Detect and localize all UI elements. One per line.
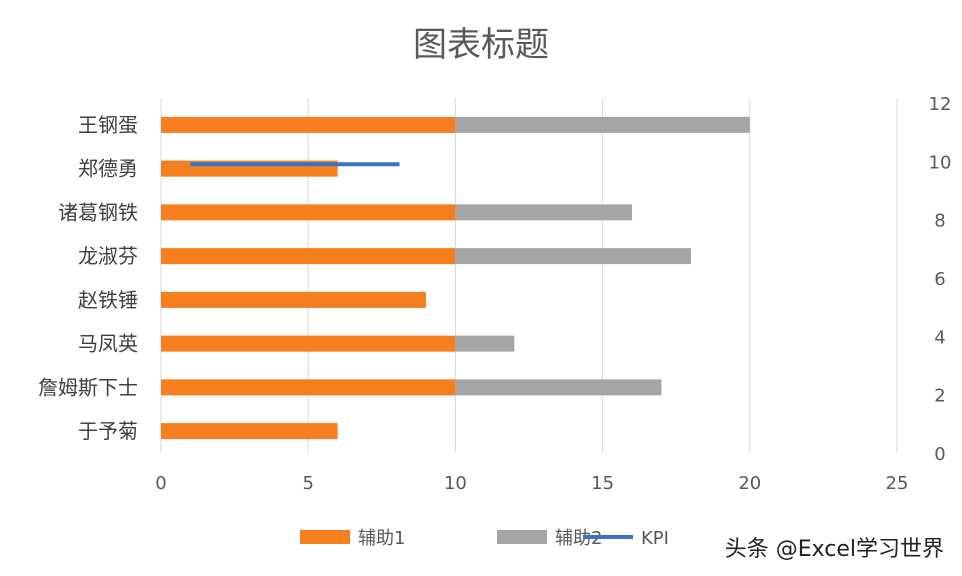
x-tick-label: 10 [444,473,467,494]
grid [160,98,898,453]
legend-label: 辅助1 [358,528,405,549]
category-label: 王钢蛋 [78,113,138,137]
y2-tick-label: 4 [934,327,945,348]
watermark: 头条 @Excel学习世界 [725,537,944,562]
bar [161,116,456,133]
x-axis-ticks: 0 5 10 15 20 25 [155,473,908,494]
secondary-y-axis-ticks: 0 2 4 6 8 10 12 [929,94,952,465]
x-tick-label: 0 [155,473,166,494]
legend-label: 辅助2 [555,528,602,549]
legend-swatch [300,530,350,544]
category-label: 马凤英 [78,332,138,356]
y2-tick-label: 2 [934,386,945,407]
legend-swatch [497,530,547,544]
category-label: 龙淑芬 [78,244,138,268]
bar [455,335,515,352]
bar [455,379,662,396]
bar [455,204,633,221]
category-label: 诸葛钢铁 [58,200,138,224]
x-tick-label: 5 [302,473,313,494]
bar [161,423,338,440]
category-label: 郑德勇 [78,157,138,181]
category-label: 于予菊 [78,419,138,443]
category-label: 詹姆斯下士 [38,375,138,399]
x-tick-label: 20 [738,473,761,494]
legend-label: KPI [641,528,669,549]
y2-tick-label: 0 [934,444,945,465]
category-label: 赵铁锤 [78,288,138,312]
y2-tick-label: 10 [929,152,952,173]
chart-title: 图表标题 [413,25,549,65]
bar [161,335,456,352]
legend: 辅助1 辅助2 KPI [300,528,669,549]
bar [161,291,426,308]
y2-tick-label: 6 [934,269,945,290]
y2-tick-label: 8 [934,211,945,232]
bar [161,248,456,265]
bar [161,379,456,396]
y2-tick-label: 12 [929,94,952,115]
bar [455,248,691,265]
bar [455,116,750,133]
x-tick-label: 15 [591,473,614,494]
bar [161,204,456,221]
x-tick-label: 25 [886,473,909,494]
